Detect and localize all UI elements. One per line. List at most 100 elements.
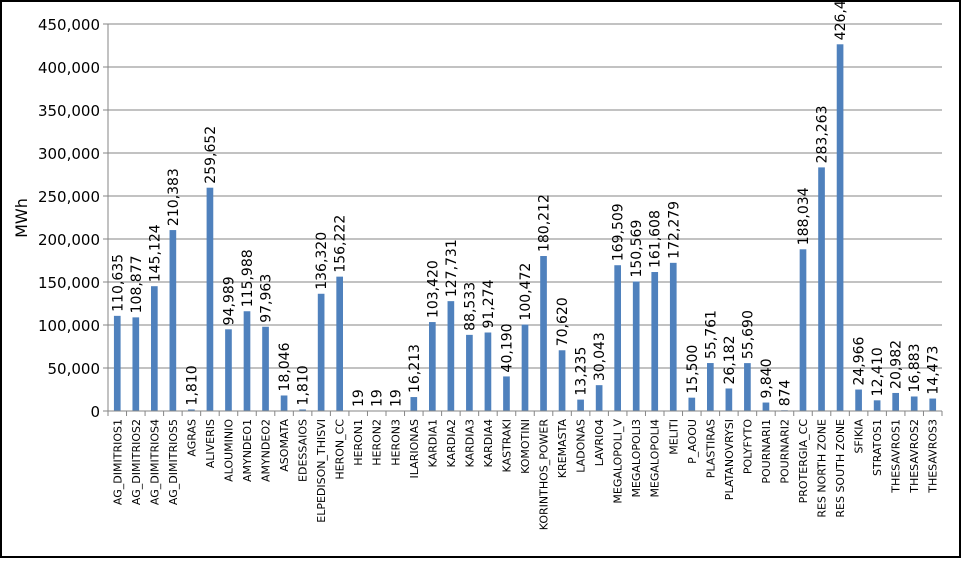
bar — [170, 230, 177, 411]
bar — [207, 188, 214, 411]
bar — [596, 385, 603, 411]
data-label: 13,235 — [574, 347, 590, 396]
data-label: 16,883 — [907, 343, 923, 392]
data-label: 26,182 — [722, 335, 738, 384]
bar — [559, 350, 566, 411]
bar — [262, 327, 269, 411]
x-tick-label: KARDIA4 — [482, 419, 495, 467]
data-label: 19 — [388, 389, 404, 407]
bar — [281, 395, 288, 411]
data-label: 188,034 — [796, 187, 812, 245]
bar — [577, 400, 584, 411]
x-tick-label: KARDIA3 — [463, 419, 476, 467]
x-tick-label: THESAVROS3 — [927, 419, 940, 494]
x-tick-label: LAVRIO4 — [593, 419, 606, 466]
data-label: 156,222 — [333, 215, 349, 273]
x-tick-label: AG_DIMITRIOS5 — [167, 419, 180, 505]
bar — [929, 399, 936, 411]
x-tick-label: EDESSAIOS — [297, 419, 310, 482]
data-label: 88,533 — [462, 282, 478, 331]
data-label: 145,124 — [147, 224, 163, 282]
bar — [911, 396, 918, 411]
x-tick-label: PLASTIRAS — [704, 419, 717, 478]
bar — [485, 333, 492, 411]
x-tick-label: SFIKIA — [853, 419, 866, 454]
data-label: 94,989 — [221, 276, 237, 325]
x-tick-label: KORINTHOS_POWER — [538, 419, 551, 531]
x-tick-label: MELITI — [667, 419, 680, 455]
bar — [707, 363, 714, 411]
data-label: 150,569 — [629, 220, 645, 278]
x-tick-label: PROTERGIA_CC — [797, 419, 810, 504]
x-tick-label: MEGALOPOLI3 — [630, 419, 643, 498]
data-label: 19 — [370, 389, 386, 407]
x-tick-label: AMYNDEO1 — [241, 419, 254, 482]
y-tick-label: 450,000 — [38, 16, 100, 34]
bar — [448, 301, 455, 411]
x-tick-label: MEGALOPOLI4 — [649, 419, 662, 498]
x-tick-label: AG_DIMITRIOS4 — [148, 419, 161, 505]
y-tick-label: 50,000 — [48, 360, 101, 378]
data-label: 55,761 — [703, 310, 719, 359]
data-label: 18,046 — [277, 342, 293, 391]
x-tick-label: RES NORTH ZONE — [816, 419, 829, 518]
bar — [540, 256, 547, 411]
bar — [522, 325, 529, 411]
x-tick-label: HERON2 — [371, 419, 384, 466]
data-label: 172,279 — [666, 201, 682, 259]
data-label: 14,473 — [926, 346, 942, 395]
data-label: 1,810 — [296, 365, 312, 405]
data-label: 9,840 — [759, 358, 775, 398]
bar — [688, 398, 695, 411]
data-label: 110,635 — [110, 254, 126, 312]
x-tick-label: AMYNDEO2 — [260, 419, 273, 482]
x-tick-label: LADONAS — [575, 419, 588, 473]
x-tick-label: AG_DIMITRIOS1 — [111, 419, 124, 505]
x-tick-label: KARDIA1 — [426, 419, 439, 467]
bar — [633, 282, 640, 411]
data-label: 1,810 — [184, 365, 200, 405]
data-label: 19 — [351, 389, 367, 407]
data-label: 874 — [777, 379, 793, 406]
bar — [318, 294, 325, 411]
x-tick-label: ALIVERIS — [204, 419, 217, 468]
x-tick-label: THESAVROS2 — [908, 419, 921, 494]
data-label: 259,652 — [203, 126, 219, 184]
bar — [151, 286, 158, 411]
data-label: 15,500 — [685, 345, 701, 394]
x-tick-label: KOMOTINI — [519, 419, 532, 474]
x-tick-label: HERON3 — [389, 419, 402, 466]
x-tick-label: KARDIA2 — [445, 419, 458, 467]
bar — [410, 397, 417, 411]
x-tick-label: POURNARI2 — [778, 419, 791, 484]
bar — [503, 376, 510, 411]
y-tick-label: 0 — [90, 403, 100, 421]
data-label: 24,966 — [852, 336, 868, 385]
y-axis-title: MWh — [12, 198, 31, 238]
x-tick-label: ILARIONAS — [408, 419, 421, 478]
data-label: 136,320 — [314, 232, 330, 290]
data-label: 97,963 — [259, 274, 275, 323]
data-label: 103,420 — [425, 260, 441, 318]
bar — [670, 263, 677, 411]
data-label: 91,274 — [481, 279, 497, 328]
y-tick-label: 350,000 — [38, 102, 100, 120]
data-label: 283,263 — [815, 105, 831, 163]
bar — [466, 335, 473, 411]
y-tick-label: 200,000 — [38, 231, 100, 249]
data-label: 426,405 — [833, 0, 849, 40]
bar — [763, 403, 770, 411]
data-label: 30,043 — [592, 332, 608, 381]
bar — [114, 316, 121, 411]
x-tick-label: KASTRAKI — [500, 419, 513, 472]
x-tick-label: HERON_CC — [334, 419, 347, 480]
bar — [614, 265, 621, 411]
bar — [837, 44, 844, 411]
bar — [244, 311, 251, 411]
data-label: 70,620 — [555, 297, 571, 346]
bar — [429, 322, 436, 411]
data-label: 127,731 — [444, 239, 460, 297]
x-tick-label: ASOMATA — [278, 419, 291, 472]
x-tick-label: POURNARI1 — [760, 419, 773, 484]
